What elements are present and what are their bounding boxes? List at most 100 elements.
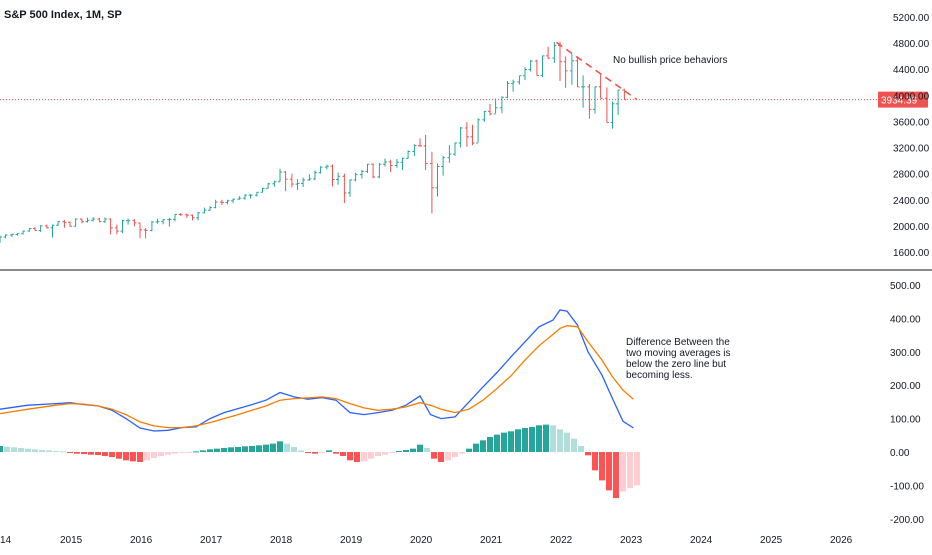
histogram-bar: [312, 452, 318, 454]
price-bar: [569, 53, 574, 85]
price-bar: [488, 103, 492, 116]
histogram-bar: [354, 452, 360, 463]
price-bar: [616, 89, 621, 115]
price-bar: [383, 158, 387, 167]
oscillator-tick-label: 0.00: [890, 448, 910, 459]
oscillator-tick-label: 200.00: [890, 381, 921, 392]
histogram-bar: [340, 452, 346, 457]
histogram-bar: [137, 452, 143, 463]
time-tick-label: 14: [0, 535, 12, 546]
oscillator-tick-label: 400.00: [890, 314, 921, 325]
time-tick-label: 2020: [410, 535, 433, 546]
histogram-bar: [172, 452, 178, 454]
histogram-bar: [543, 424, 549, 452]
oscillator-annotation-line: below the zero line but: [626, 359, 726, 370]
price-tick-label: 2000.00: [893, 222, 930, 233]
histogram-bar: [291, 446, 297, 452]
price-bar: [266, 182, 271, 189]
histogram-bar: [578, 445, 584, 452]
time-tick-label: 2025: [760, 535, 783, 546]
oscillator-tick-label: 300.00: [890, 348, 921, 359]
oscillator-annotation-line: two moving averages is: [626, 348, 731, 359]
histogram-bar: [480, 440, 486, 452]
histogram-bar: [207, 449, 213, 452]
price-bar: [575, 56, 580, 88]
histogram-bar: [536, 425, 542, 452]
price-bar: [447, 145, 452, 163]
time-axis: 14 2015 2016 2017 2018 2019 2020 2021 2022 2023 20…: [0, 535, 853, 546]
price-bar: [44, 224, 49, 229]
time-tick-label: 2015: [60, 535, 83, 546]
oscillator-axis: 500.00 400.00 300.00 200.00 100.00 0.00 -100.0…: [890, 281, 924, 526]
oscillator-line-slow: [0, 325, 634, 429]
histogram-bar: [74, 452, 80, 454]
price-tick-label: 2400.00: [893, 196, 930, 207]
histogram-bar: [263, 444, 269, 452]
histogram-bar: [564, 432, 570, 452]
time-tick-label: 2017: [200, 535, 223, 546]
trend-line[interactable]: [556, 41, 638, 101]
price-bar: [225, 199, 230, 205]
price-bar: [435, 163, 440, 197]
time-tick-label: 2023: [620, 535, 643, 546]
price-bar: [429, 151, 434, 214]
price-bar: [604, 87, 609, 123]
histogram-bar: [214, 448, 220, 452]
price-tick-label: 4400.00: [893, 65, 930, 76]
histogram-bar: [613, 452, 619, 499]
oscillator-lines: [0, 309, 634, 432]
price-bar: [38, 225, 43, 233]
histogram-bar: [130, 452, 136, 462]
histogram-bar: [95, 452, 101, 456]
price-bar: [3, 234, 8, 239]
price-bar: [412, 144, 417, 157]
price-bar: [21, 230, 26, 235]
histogram-bar: [319, 452, 325, 453]
price-tick-label: 3600.00: [893, 117, 930, 128]
price-bar: [470, 124, 475, 146]
histogram-bar: [333, 452, 339, 454]
price-bar: [73, 218, 78, 227]
price-bar: [213, 199, 218, 209]
price-bar: [190, 214, 195, 221]
price-bar: [173, 213, 177, 222]
price-bar: [394, 158, 399, 168]
last-price-badge: [878, 91, 928, 108]
price-bar: [149, 220, 154, 232]
price-bar: [348, 179, 352, 197]
time-tick-label: 2024: [690, 535, 713, 546]
price-bar: [126, 218, 131, 225]
price-bar: [476, 118, 481, 144]
price-bar: [9, 233, 14, 237]
price-bar: [307, 174, 312, 181]
histogram-bar: [522, 427, 528, 452]
price-bar: [388, 159, 393, 173]
histogram-bar: [46, 450, 52, 452]
histogram-bar: [571, 438, 577, 452]
histogram-bar: [599, 452, 605, 481]
histogram-bar: [445, 452, 451, 461]
price-bar: [418, 138, 422, 147]
oscillator-histogram: [0, 424, 640, 499]
price-bar: [365, 163, 370, 174]
histogram-bar: [473, 443, 479, 452]
price-bar: [178, 213, 183, 216]
price-bar: [563, 56, 568, 88]
histogram-bar: [109, 452, 115, 458]
oscillator-tick-label: -200.00: [890, 515, 924, 526]
histogram-bar: [249, 445, 255, 452]
price-bar: [138, 222, 142, 239]
price-bar: [272, 180, 277, 187]
price-bar: [400, 157, 405, 171]
price-bar: [622, 88, 627, 101]
histogram-bar: [410, 448, 416, 452]
price-bar: [114, 224, 119, 235]
histogram-bar: [165, 452, 171, 455]
price-bar: [143, 228, 148, 239]
price-bar: [196, 211, 201, 221]
oscillator-line-fast: [0, 309, 634, 432]
price-bar: [423, 134, 428, 171]
price-bar: [342, 173, 347, 204]
price-bar: [289, 173, 294, 188]
price-bar: [482, 110, 487, 122]
